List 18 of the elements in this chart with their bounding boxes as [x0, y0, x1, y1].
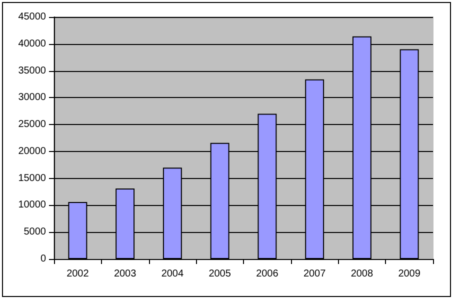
x-tick-label: 2009 — [398, 268, 421, 280]
x-tick-label: 2002 — [66, 268, 90, 280]
y-tick-label: 25000 — [18, 119, 46, 130]
y-tick-label: 40000 — [18, 38, 46, 50]
y-tick-label: 45000 — [18, 12, 46, 22]
y-tick-label: 10000 — [18, 200, 46, 211]
x-tick-label: 2005 — [208, 268, 232, 280]
x-tick-label: 2008 — [350, 268, 374, 280]
y-tick-label: 35000 — [18, 65, 46, 76]
x-tick-label: 2003 — [114, 268, 137, 280]
x-tick-label: 2007 — [303, 268, 326, 280]
y-tick-label: 30000 — [18, 92, 46, 104]
x-tick-label: 2006 — [256, 268, 279, 280]
y-tick-label: 15000 — [18, 172, 46, 184]
y-tick-label: 20000 — [18, 146, 46, 157]
y-tick-label: 0 — [40, 254, 46, 264]
y-tick-label: 5000 — [24, 226, 46, 238]
x-tick-label: 2004 — [161, 268, 184, 280]
